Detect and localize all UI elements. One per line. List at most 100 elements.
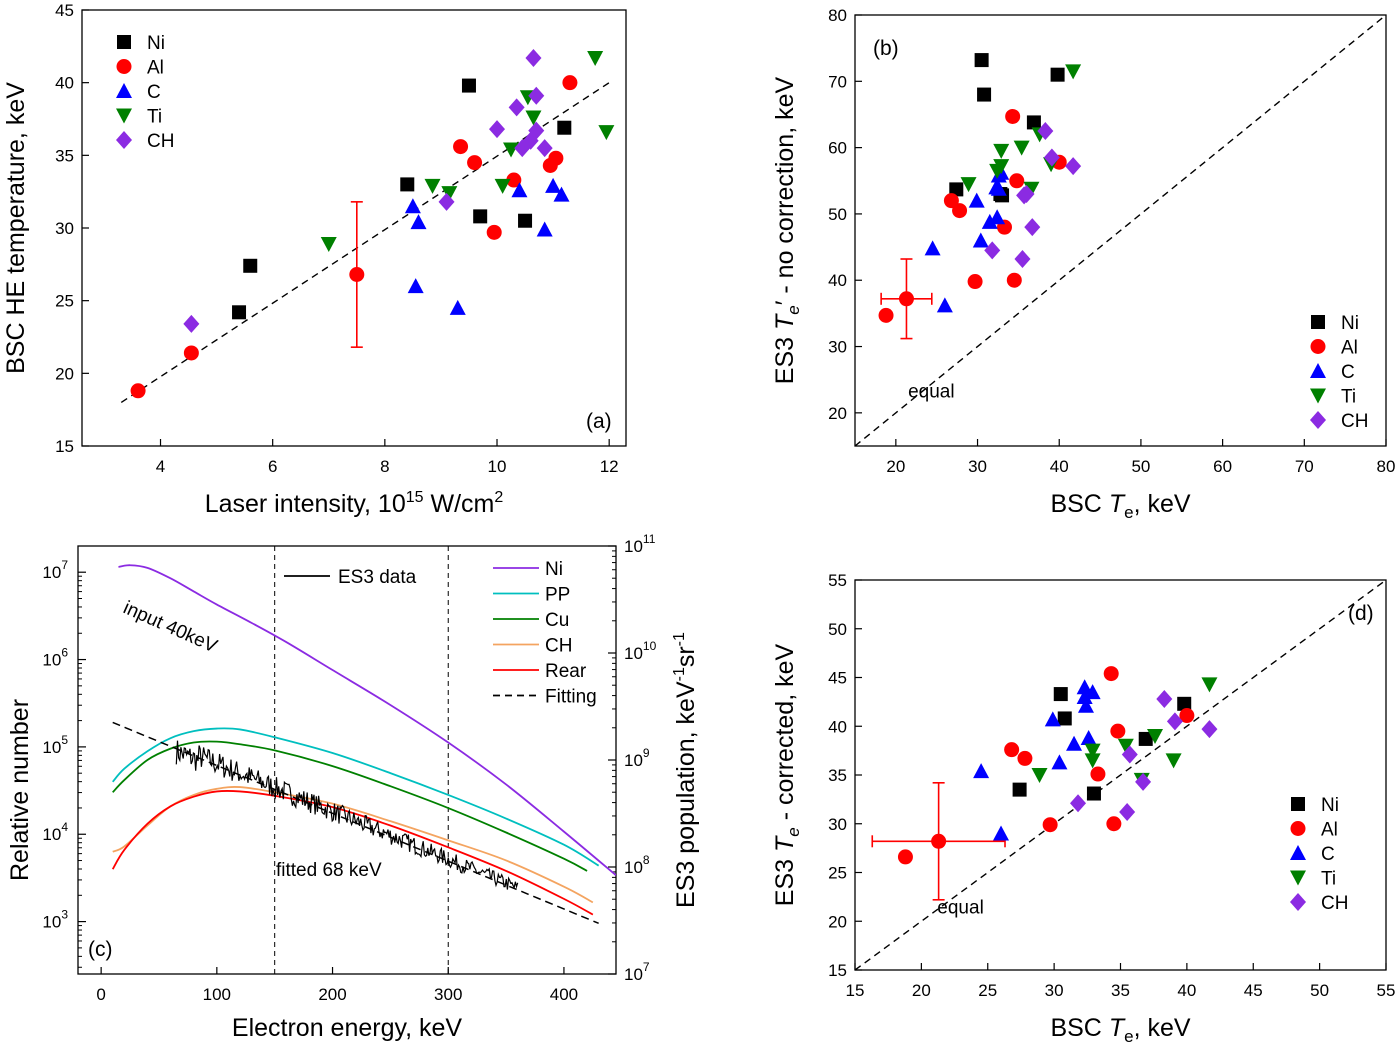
x-tick-label: 400 [550,985,578,1004]
data-point [1080,729,1097,745]
legend-label: ES3 data [338,567,417,588]
data-point [1017,750,1033,766]
data-point [1177,696,1192,711]
legend-marker [116,83,132,98]
data-point [1135,772,1152,791]
y-tick-label: 103 [42,908,68,932]
data-point [1084,743,1101,759]
series-ni-line [118,564,616,876]
legend-marker [1290,893,1306,911]
data-point [1070,794,1087,813]
data-point [506,172,522,188]
legend-label: CH [1321,893,1348,914]
annotation-fitted: fitted 68 keV [276,860,382,881]
data-point [936,297,953,313]
data-point [1121,745,1138,764]
x-tick-label: 60 [1213,457,1232,476]
data-point [525,48,542,67]
data-point [1110,723,1126,739]
x-tick-label: 55 [1377,981,1396,1000]
data-point [1024,218,1041,237]
data-point [981,213,998,229]
data-point [232,305,247,320]
series-al [897,666,1195,865]
data-point [993,825,1010,841]
data-point [1037,122,1054,141]
y-tick-label: 107 [42,558,68,582]
data-point [525,110,542,126]
data-point [508,98,525,117]
series-ni [1012,687,1192,801]
legend-label: Ni [147,33,165,54]
panel-a: 4 6 8 10 12 15 20 25 30 35 40 45 Ni Al C Ti CH (a) Laser i… [2,1,627,518]
x-tick-label: 8 [380,457,389,476]
right-y-tick-label: 107 [624,960,650,984]
error-bar [349,201,365,348]
y-tick-label: 50 [828,620,847,639]
legend-label: C [1321,844,1335,865]
data-point [467,155,483,171]
data-point [449,299,466,315]
data-point [878,307,894,323]
x-tick-label: 10 [488,457,507,476]
error-bar [871,781,1006,901]
data-point [1006,272,1022,288]
dashed-fit-line [854,579,1387,971]
y-tick-label: 20 [828,912,847,931]
x-tick-label: 40 [1050,457,1069,476]
x-tick-label: 45 [1244,981,1263,1000]
legend-label: Ni [545,559,563,580]
data-point [972,232,989,248]
y-tick-label: 70 [828,72,847,91]
x-axis-label: BSC Te, keV [1050,490,1190,522]
y-axis-label: Relative number [6,699,34,881]
data-point [1051,754,1068,770]
x-tick-label: 40 [1177,981,1196,1000]
series-ti [320,50,615,252]
data-point [1013,140,1030,156]
y-tick-label: 55 [828,571,847,590]
y-tick-label: 15 [55,437,74,456]
y-axis-label: ES3 Te - corrected, keV [771,644,803,907]
data-point [536,221,553,237]
data-point [943,193,959,209]
data-point [407,278,424,294]
data-point [1004,742,1020,758]
series-ch [183,48,553,333]
data-point [1090,766,1106,782]
series-al [130,75,578,399]
legend-label: Fitting [545,687,597,708]
legend: Ni Al C Ti CH [1310,313,1368,432]
legend-label: Rear [545,661,587,682]
data-point [1076,689,1093,704]
legend: Ni PP Cu CH Rear Fitting [493,559,597,708]
data-point [993,143,1010,159]
legend: Ni Al C Ti CH [1290,795,1348,914]
data-point [967,274,983,290]
data-point [984,241,1001,260]
y-tick-label: 60 [828,139,847,158]
legend-label: Ni [1341,313,1359,334]
data-point [1119,803,1136,822]
data-point [441,186,458,202]
panel-label: (c) [88,938,113,961]
data-point [183,345,199,361]
series-ch [984,122,1082,269]
data-point [473,209,488,224]
right-y-axis-label: ES3 population, keV-1sr-1 [671,632,700,908]
data-point [1042,817,1058,833]
legend-marker [1310,363,1326,378]
x-tick-label: 0 [96,985,105,1004]
data-point [1084,753,1101,769]
legend-label: Al [147,58,164,79]
data-point [1005,108,1021,124]
data-point [320,236,337,252]
data-point [1044,711,1061,727]
data-point [1201,677,1218,693]
error-bar [880,258,933,340]
x-tick-label: 50 [1310,981,1329,1000]
y-axis-label: BSC HE temperature, keV [2,82,30,374]
legend-marker [116,131,132,149]
data-point [1009,173,1025,189]
x-tick-label: 100 [203,985,231,1004]
